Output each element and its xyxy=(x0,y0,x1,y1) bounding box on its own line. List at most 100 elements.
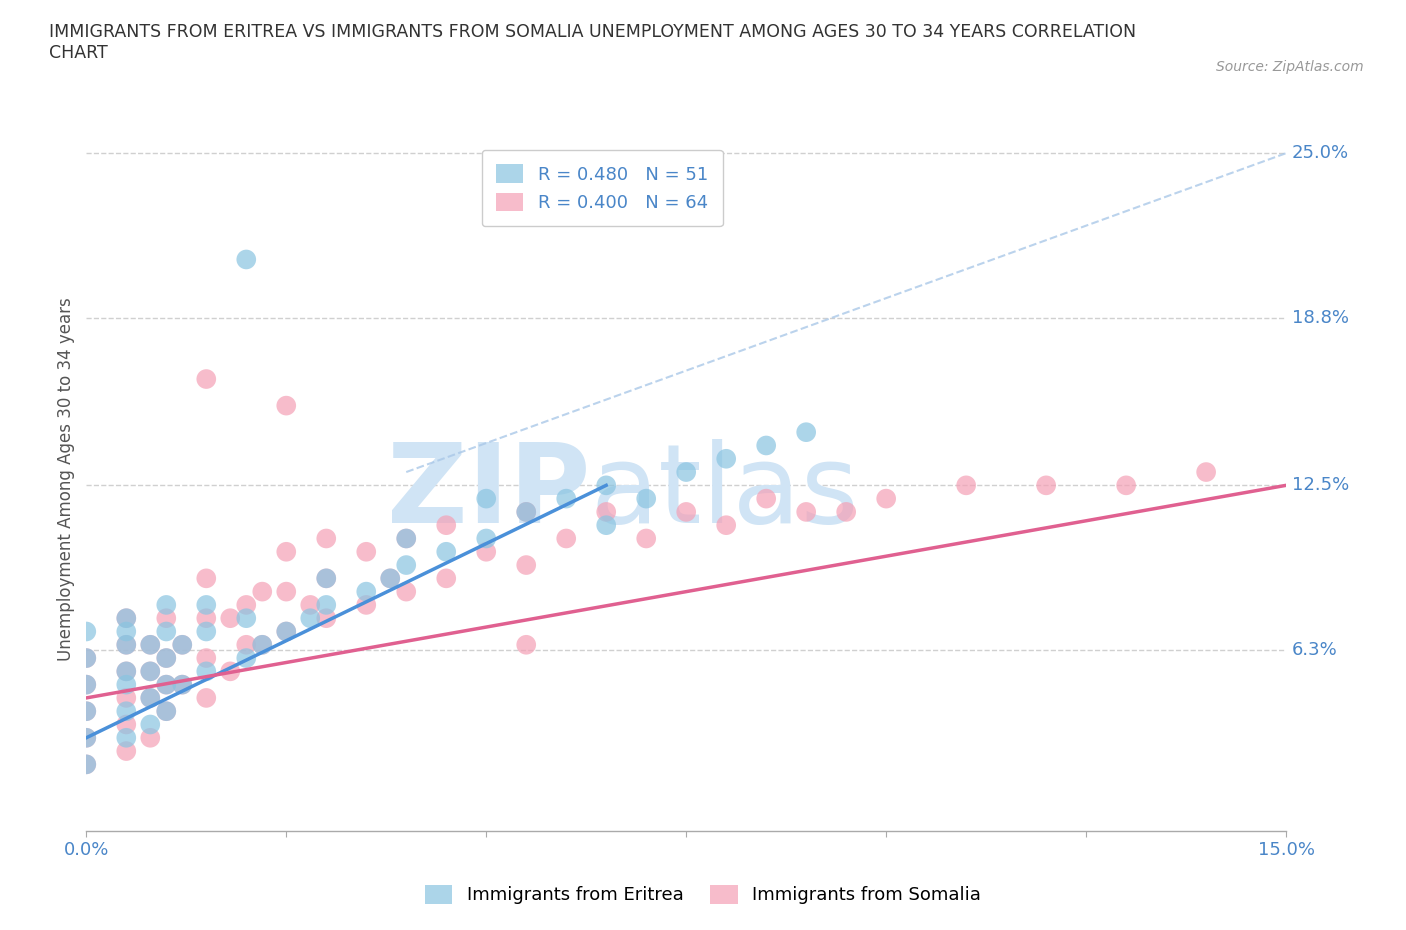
Point xyxy=(716,518,738,533)
Y-axis label: Unemployment Among Ages 30 to 34 years: Unemployment Among Ages 30 to 34 years xyxy=(58,297,75,660)
Point xyxy=(115,664,138,679)
Point xyxy=(115,690,138,705)
Point xyxy=(195,611,218,626)
Point xyxy=(252,637,274,652)
Text: ZIP: ZIP xyxy=(387,439,591,546)
Point xyxy=(252,637,274,652)
Point xyxy=(276,398,298,413)
Point xyxy=(115,677,138,692)
Point xyxy=(515,637,537,652)
Point xyxy=(755,491,778,506)
Point xyxy=(75,677,97,692)
Point xyxy=(276,624,298,639)
Point xyxy=(555,491,578,506)
Point xyxy=(395,531,418,546)
Point xyxy=(75,651,97,666)
Point xyxy=(139,690,162,705)
Point xyxy=(235,637,257,652)
Point xyxy=(315,571,337,586)
Point xyxy=(515,504,537,519)
Point xyxy=(115,637,138,652)
Point xyxy=(1035,478,1057,493)
Point xyxy=(115,624,138,639)
Point xyxy=(315,531,337,546)
Point xyxy=(219,664,242,679)
Point xyxy=(434,544,457,559)
Point xyxy=(115,744,138,759)
Point xyxy=(315,571,337,586)
Point xyxy=(1195,465,1218,480)
Point xyxy=(195,664,218,679)
Text: 6.3%: 6.3% xyxy=(1292,641,1339,659)
Point xyxy=(115,611,138,626)
Point xyxy=(75,624,97,639)
Point xyxy=(75,757,97,772)
Point xyxy=(434,571,457,586)
Point xyxy=(195,651,218,666)
Point xyxy=(955,478,977,493)
Text: 25.0%: 25.0% xyxy=(1292,144,1350,162)
Point xyxy=(252,584,274,599)
Point xyxy=(636,531,658,546)
Point xyxy=(235,252,257,267)
Point xyxy=(75,704,97,719)
Point xyxy=(835,504,858,519)
Point xyxy=(195,571,218,586)
Point xyxy=(380,571,402,586)
Point xyxy=(595,518,617,533)
Point xyxy=(794,425,817,440)
Point xyxy=(235,611,257,626)
Point xyxy=(155,624,177,639)
Point xyxy=(475,531,498,546)
Point xyxy=(395,584,418,599)
Point xyxy=(75,730,97,745)
Point xyxy=(115,611,138,626)
Legend: Immigrants from Eritrea, Immigrants from Somalia: Immigrants from Eritrea, Immigrants from… xyxy=(418,878,988,911)
Point xyxy=(139,717,162,732)
Point xyxy=(595,504,617,519)
Point xyxy=(75,677,97,692)
Point xyxy=(636,491,658,506)
Point xyxy=(172,637,194,652)
Point xyxy=(155,704,177,719)
Point xyxy=(139,664,162,679)
Point xyxy=(195,372,218,387)
Point xyxy=(115,664,138,679)
Point xyxy=(354,544,377,559)
Point xyxy=(299,597,322,612)
Point xyxy=(716,451,738,466)
Point xyxy=(155,597,177,612)
Point xyxy=(155,677,177,692)
Point xyxy=(515,504,537,519)
Point xyxy=(794,504,817,519)
Point xyxy=(115,637,138,652)
Point xyxy=(172,637,194,652)
Point xyxy=(139,637,162,652)
Point xyxy=(235,651,257,666)
Point xyxy=(115,730,138,745)
Point xyxy=(755,438,778,453)
Point xyxy=(515,558,537,573)
Point xyxy=(155,704,177,719)
Point xyxy=(315,597,337,612)
Point xyxy=(475,544,498,559)
Point xyxy=(172,677,194,692)
Point xyxy=(315,611,337,626)
Point xyxy=(595,478,617,493)
Point xyxy=(139,690,162,705)
Point xyxy=(75,730,97,745)
Point xyxy=(875,491,897,506)
Point xyxy=(675,465,697,480)
Point xyxy=(395,531,418,546)
Point xyxy=(155,651,177,666)
Point xyxy=(276,584,298,599)
Point xyxy=(115,704,138,719)
Point xyxy=(139,637,162,652)
Point xyxy=(276,544,298,559)
Legend: R = 0.480   N = 51, R = 0.400   N = 64: R = 0.480 N = 51, R = 0.400 N = 64 xyxy=(482,150,723,226)
Point xyxy=(475,491,498,506)
Text: atlas: atlas xyxy=(591,439,859,546)
Point xyxy=(195,624,218,639)
Point xyxy=(380,571,402,586)
Point xyxy=(75,651,97,666)
